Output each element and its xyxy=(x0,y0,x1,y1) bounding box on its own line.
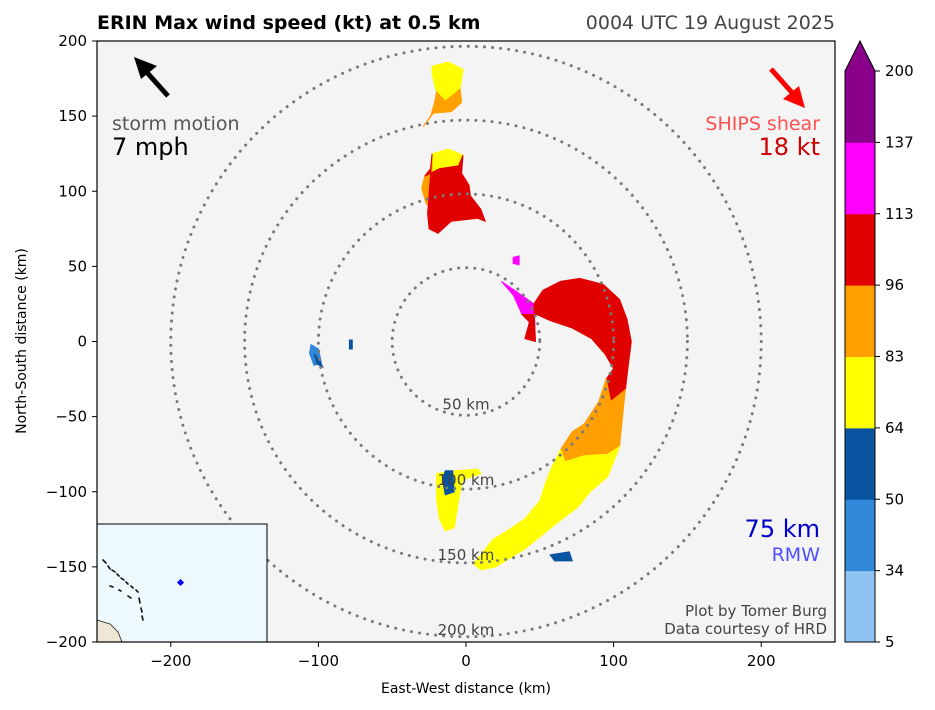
x-axis-ticks: −200 −100 0 100 200 xyxy=(150,642,776,670)
x-tick-label: 0 xyxy=(461,652,471,670)
y-axis-ticks: −200 −150 −100 −50 0 50 100 150 200 xyxy=(46,32,97,651)
ring-150 xyxy=(243,118,689,565)
colorbar-segment-2 xyxy=(845,427,875,500)
colorbar-segment-0 xyxy=(845,570,875,643)
y-tick-label: −150 xyxy=(46,558,87,576)
range-rings xyxy=(169,44,763,639)
credit-data: Data courtesy of HRD xyxy=(664,620,827,638)
y-tick-label: 50 xyxy=(68,257,87,275)
ring-200 xyxy=(169,44,763,639)
x-tick-label: −100 xyxy=(298,652,339,670)
x-axis-label: East-West distance (km) xyxy=(381,681,551,697)
ships-shear-label: SHIPS shear xyxy=(705,113,820,135)
colorbar-segment-5 xyxy=(845,213,875,286)
ring-label-50: 50 km xyxy=(442,396,489,414)
storm-location-marker-icon xyxy=(176,578,185,587)
wind-region-4 xyxy=(424,153,487,234)
colorbar-tick-label: 50 xyxy=(885,490,904,508)
wind-regions xyxy=(308,61,632,571)
x-tick-label: 100 xyxy=(599,652,628,670)
y-tick-label: 200 xyxy=(58,32,87,50)
range-ring-labels: 50 km 100 km 150 km 200 km xyxy=(438,396,495,639)
wind-region-14 xyxy=(348,339,353,350)
colorbar-segment-4 xyxy=(845,285,875,357)
wind-region-9 xyxy=(472,445,621,571)
ring-label-100: 100 km xyxy=(438,471,495,489)
ring-label-200: 200 km xyxy=(438,621,495,639)
colorbar-outline xyxy=(844,39,876,643)
wind-region-15 xyxy=(549,551,573,562)
colorbar-tick-label: 200 xyxy=(885,62,914,80)
x-tick-label: −200 xyxy=(150,652,191,670)
ships-shear-annotation: SHIPS shear 18 kt xyxy=(705,67,820,161)
storm-motion-arrow-icon xyxy=(134,57,170,98)
colorbar-segment-6 xyxy=(845,142,875,215)
x-tick-label: 200 xyxy=(747,652,776,670)
y-tick-label: 150 xyxy=(58,107,87,125)
credit-author: Plot by Tomer Burg xyxy=(685,602,827,620)
y-tick-label: −200 xyxy=(46,633,87,651)
rmw-value: 75 km xyxy=(745,515,820,543)
wind-region-1 xyxy=(422,88,463,127)
y-axis-label: North-South distance (km) xyxy=(14,248,30,434)
colorbar-segment-7 xyxy=(845,71,875,143)
island-chain-icon xyxy=(102,559,144,621)
colorbar-tick-label: 137 xyxy=(885,133,914,151)
colorbar-tick-label: 64 xyxy=(885,419,904,437)
y-tick-label: −100 xyxy=(46,483,87,501)
storm-motion-annotation: storm motion 7 mph xyxy=(112,57,240,161)
colorbar: 5 34 50 64 83 96 113 137 200 xyxy=(844,39,914,651)
colorbar-extend-icon xyxy=(845,41,875,71)
colorbar-tick-label: 113 xyxy=(885,205,914,223)
colorbar-tick-label: 34 xyxy=(885,562,904,580)
shear-arrow-icon xyxy=(769,67,805,108)
chart-title: ERIN Max wind speed (kt) at 0.5 km xyxy=(97,12,480,34)
ring-100 xyxy=(316,192,616,491)
colorbar-tick-label: 5 xyxy=(885,633,895,651)
colorbar-tick-label: 96 xyxy=(885,276,904,294)
storm-motion-label: storm motion xyxy=(112,113,240,135)
ships-shear-value: 18 kt xyxy=(759,133,820,161)
colorbar-segment-3 xyxy=(845,356,875,429)
wind-region-5 xyxy=(512,255,520,266)
ring-label-150: 150 km xyxy=(438,546,495,564)
colorbar-segment-1 xyxy=(845,499,875,572)
valid-time: 0004 UTC 19 August 2025 xyxy=(586,12,835,34)
inset-map xyxy=(96,523,268,643)
y-tick-label: 100 xyxy=(58,182,87,200)
y-tick-label: −50 xyxy=(55,408,87,426)
ring-50 xyxy=(390,266,542,417)
y-tick-label: 0 xyxy=(77,333,87,351)
wind-region-11 xyxy=(441,470,455,496)
rmw-label: RMW xyxy=(772,544,821,566)
colorbar-tick-label: 83 xyxy=(885,348,904,366)
storm-motion-value: 7 mph xyxy=(112,133,189,161)
